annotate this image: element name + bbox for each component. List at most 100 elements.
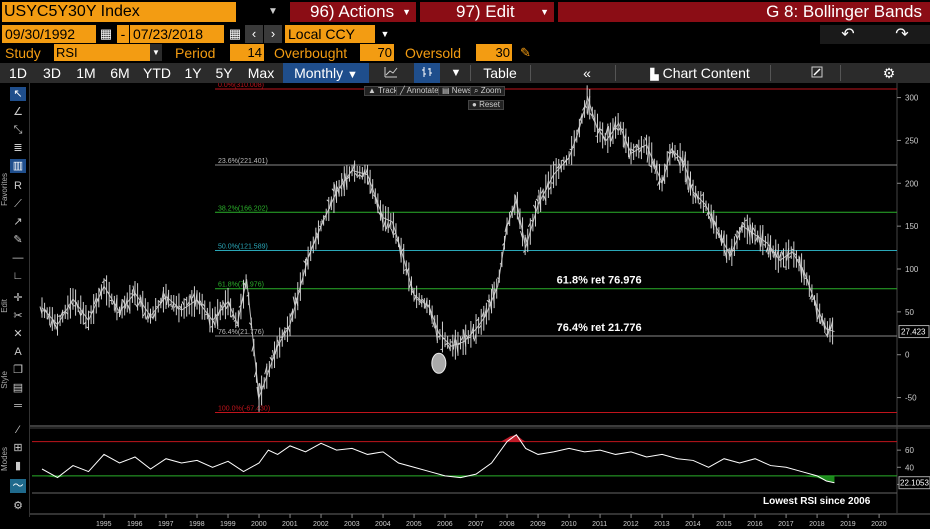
cut-tool-icon[interactable]: ✂ bbox=[13, 310, 23, 322]
rsi-y-tick-label: 60 bbox=[905, 446, 914, 455]
gear-icon[interactable]: ⚙ bbox=[882, 65, 896, 81]
period-5y[interactable]: 5Y bbox=[215, 65, 233, 81]
price-bar-open bbox=[610, 134, 614, 142]
x-axis-tick-label: 2009 bbox=[530, 521, 546, 528]
crosshair-tool-icon[interactable]: ✛ bbox=[13, 292, 23, 304]
study-dropdown-icon[interactable]: ▼ bbox=[150, 44, 162, 61]
period-ytd[interactable]: YTD bbox=[143, 65, 171, 81]
price-bar-open bbox=[179, 305, 182, 309]
price-bar-open bbox=[621, 128, 624, 131]
price-bar-open bbox=[352, 163, 356, 171]
rsi-mode-icon[interactable]: 〜 bbox=[10, 479, 26, 493]
toolbar-divider bbox=[770, 65, 771, 81]
pen-tool-icon[interactable]: ✎ bbox=[13, 234, 23, 246]
pointer-tool-icon[interactable]: ↖ bbox=[10, 87, 26, 101]
copy-tool-icon[interactable]: ❐ bbox=[13, 364, 23, 376]
price-bar-open bbox=[507, 222, 510, 225]
price-bar-open bbox=[468, 336, 472, 339]
price-bar-open bbox=[421, 298, 425, 303]
settings-tool-icon[interactable]: ⚙ bbox=[13, 500, 23, 512]
histogram-mode-icon[interactable]: ▮ bbox=[14, 460, 22, 472]
fib-retracement-tool-icon[interactable]: ▥ bbox=[10, 159, 26, 173]
reset-button[interactable]: ● Reset bbox=[468, 100, 504, 110]
edit-chart-icon[interactable] bbox=[806, 63, 828, 83]
fibonacci-tool-icon[interactable]: ≣ bbox=[13, 142, 23, 154]
period-max[interactable]: Max bbox=[247, 65, 275, 81]
currency-dropdown-icon[interactable]: ▼ bbox=[376, 25, 394, 43]
price-bar-open bbox=[765, 246, 769, 253]
brush-tool-icon[interactable]: ⁄ bbox=[17, 424, 19, 436]
layers-tool-icon[interactable]: ▤ bbox=[12, 382, 24, 394]
period-3d[interactable]: 3D bbox=[43, 65, 61, 81]
start-date-field[interactable]: 09/30/1992 bbox=[2, 25, 96, 43]
price-bar-open bbox=[166, 293, 170, 306]
price-bar-open bbox=[88, 311, 92, 313]
price-bar-open bbox=[664, 164, 668, 171]
price-bar-open bbox=[434, 325, 438, 341]
text-tool-icon[interactable]: A bbox=[14, 346, 22, 358]
price-bar-open bbox=[801, 267, 805, 279]
period-1d[interactable]: 1D bbox=[9, 65, 27, 81]
end-date-field[interactable]: 07/23/2018 bbox=[130, 25, 224, 43]
collapse-left-icon[interactable]: « bbox=[583, 65, 591, 81]
study-select[interactable]: RSI bbox=[54, 44, 150, 61]
line-style-icon[interactable]: ═ bbox=[14, 400, 22, 412]
overbought-input[interactable]: 70 bbox=[360, 44, 394, 61]
calendar-icon[interactable]: ▦ bbox=[97, 25, 115, 43]
grid-tool-icon[interactable]: ⊞ bbox=[13, 442, 23, 454]
bar-chart-icon[interactable] bbox=[414, 63, 440, 83]
price-bar-open bbox=[558, 163, 562, 170]
calendar-icon[interactable]: ▦ bbox=[226, 25, 244, 43]
price-bar-open bbox=[228, 301, 232, 307]
price-bar-open bbox=[711, 213, 715, 230]
actions-button[interactable]: 96) Actions ▼ bbox=[290, 2, 416, 22]
toolbar-divider bbox=[840, 65, 841, 81]
price-bar-open bbox=[641, 145, 645, 148]
undo-button[interactable]: ↶ bbox=[820, 25, 876, 44]
ticker-dropdown-icon[interactable]: ▼ bbox=[268, 6, 278, 17]
angle-tool-icon[interactable]: ∟ bbox=[12, 270, 24, 282]
zoom-button[interactable]: ⌕ Zoom bbox=[470, 86, 506, 96]
price-bar-open bbox=[222, 302, 226, 308]
price-bar-open bbox=[473, 333, 477, 342]
frequency-select[interactable]: Monthly ▼ bbox=[283, 63, 369, 83]
ticker-field[interactable]: USYC5Y30Y Index bbox=[2, 2, 236, 22]
trendline-tool-icon[interactable]: ⤡ bbox=[13, 124, 23, 136]
chart-type-dropdown-icon[interactable]: ▼ bbox=[450, 67, 462, 79]
price-bar-open bbox=[607, 125, 611, 142]
period-1y[interactable]: 1Y bbox=[184, 65, 202, 81]
price-bar-open bbox=[313, 236, 317, 245]
currency-field[interactable]: Local CCY bbox=[285, 25, 375, 43]
price-bar-open bbox=[576, 126, 580, 132]
prev-range-button[interactable]: ‹ bbox=[245, 25, 263, 43]
next-range-button[interactable]: › bbox=[264, 25, 282, 43]
price-bar-open bbox=[574, 139, 577, 141]
edit-button[interactable]: 97) Edit ▼ bbox=[420, 2, 554, 22]
line-chart-icon[interactable] bbox=[378, 63, 404, 83]
table-button[interactable]: Table bbox=[483, 65, 517, 81]
arrow-tool-icon[interactable]: ↗ bbox=[13, 216, 23, 228]
price-bar-open bbox=[104, 279, 107, 282]
delete-tool-icon[interactable]: ✕ bbox=[13, 328, 23, 340]
period-6m[interactable]: 6M bbox=[110, 65, 130, 81]
channel-tool-icon[interactable]: ⟋ bbox=[14, 198, 22, 210]
pencil-icon[interactable]: ✎ bbox=[520, 45, 531, 60]
period-input[interactable]: 14 bbox=[230, 44, 264, 61]
price-bar-open bbox=[470, 326, 474, 335]
line-tool-icon[interactable]: ∠ bbox=[13, 106, 23, 118]
price-bar-open bbox=[401, 247, 405, 252]
horizontal-line-tool-icon[interactable]: — bbox=[12, 252, 24, 264]
ruler-tool-icon[interactable]: R bbox=[14, 180, 22, 192]
price-bar-open bbox=[417, 299, 420, 301]
price-bar-open bbox=[455, 339, 459, 354]
annotate-button[interactable]: ╱ Annotate bbox=[396, 86, 443, 96]
redo-button[interactable]: ↷ bbox=[874, 25, 930, 44]
period-1m[interactable]: 1M bbox=[76, 65, 96, 81]
chart-area[interactable]: 0.0%(310.008) 23.6%(221.401) 38.2%(166.202… bbox=[30, 83, 930, 529]
price-bar-open bbox=[538, 189, 542, 210]
chart-svg[interactable]: 0.0%(310.008) 23.6%(221.401) 38.2%(166.202… bbox=[30, 83, 930, 529]
chart-content-button[interactable]: ▙ Chart Content bbox=[640, 63, 760, 83]
fib-level-label: 100.0%(-67.430) bbox=[218, 406, 270, 413]
chart-content-icon: ▙ bbox=[650, 69, 659, 81]
oversold-input[interactable]: 30 bbox=[476, 44, 512, 61]
